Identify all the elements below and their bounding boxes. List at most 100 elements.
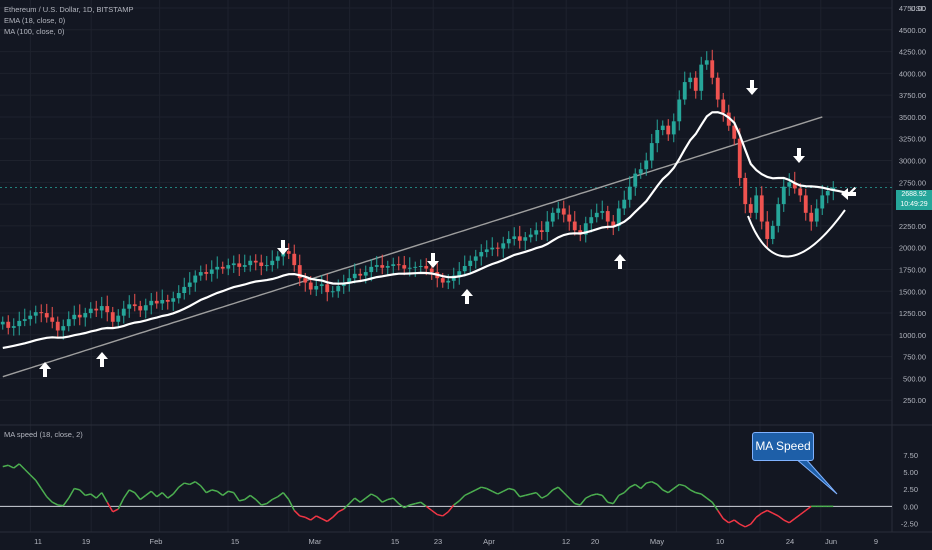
speed-segment — [646, 480, 652, 484]
candle-body — [39, 312, 44, 314]
candle-body — [677, 99, 682, 122]
legend-ma[interactable]: MA (100, close, 0) — [4, 27, 65, 36]
speed-segment — [101, 492, 108, 503]
candle-body — [468, 260, 473, 266]
currency-label[interactable]: USD — [910, 4, 926, 13]
speed-segment — [722, 518, 730, 524]
legend-symbol[interactable]: Ethereum / U.S. Dollar, 1D, BITSTAMP — [4, 5, 134, 14]
speed-segment — [673, 483, 680, 490]
candle-body — [732, 125, 737, 139]
speed-segment — [497, 490, 504, 495]
candle-body — [292, 253, 297, 266]
candle-body — [50, 317, 55, 322]
candle-body — [330, 291, 335, 293]
countdown-timer: 10:49:29 — [900, 201, 928, 208]
speed-segment — [387, 497, 394, 501]
speed-segment — [184, 482, 190, 486]
candle-body — [77, 314, 82, 318]
candle-body — [94, 308, 99, 311]
buy-arrow-icon-shape — [39, 362, 51, 377]
candle-body — [308, 282, 313, 290]
buy-arrow-icon — [39, 362, 51, 377]
candle-body — [710, 60, 715, 78]
price-tick-label: 750.00 — [903, 353, 926, 362]
candle-body — [226, 265, 231, 269]
speed-segment — [343, 503, 350, 510]
price-tick-label: 2000.00 — [899, 244, 926, 253]
time-tick-label: 20 — [591, 537, 599, 546]
speed-segment — [370, 493, 378, 498]
speed-segment — [150, 490, 158, 498]
candle-body — [242, 265, 247, 267]
speed-segment — [123, 489, 130, 499]
candle-body — [187, 282, 192, 287]
candle-body — [72, 314, 77, 320]
speed-segment — [282, 492, 290, 500]
candle-body — [83, 313, 88, 318]
speed-segment — [453, 500, 460, 506]
candle-body — [484, 249, 489, 253]
price-tick-label: 3750.00 — [899, 91, 926, 100]
speed-segment — [205, 489, 213, 494]
candle-body — [528, 234, 533, 238]
sell-arrow-icon — [427, 253, 439, 268]
speed-segment — [95, 492, 103, 499]
sell-arrow-icon — [746, 80, 758, 95]
annotations — [39, 80, 856, 377]
speed-segment — [689, 489, 697, 494]
time-axis[interactable]: 11 19 Feb 15 Mar 15 23 Apr 12 20 May 10 24 Jun 9 — [34, 537, 878, 546]
speed-segment — [359, 497, 367, 503]
candle-body — [286, 251, 291, 254]
candle-body — [600, 211, 605, 213]
candle-body — [561, 208, 566, 215]
candle-body — [391, 264, 396, 266]
speed-tick-label: 7.50 — [903, 451, 918, 460]
candle-body — [248, 260, 253, 266]
ma-100-path — [2, 116, 823, 378]
speed-segment — [51, 501, 59, 506]
candle-body — [165, 299, 170, 302]
candle-body — [264, 265, 269, 267]
speed-segment — [68, 488, 75, 499]
candle-body — [325, 284, 330, 293]
candle-body — [297, 265, 302, 279]
price-tick-label: 4000.00 — [899, 69, 926, 78]
candle-body — [237, 263, 242, 267]
speed-segment — [525, 493, 531, 497]
sell-arrow-icon-shape — [841, 188, 856, 200]
candle-body — [33, 312, 38, 316]
candle-body — [479, 252, 484, 257]
candle-body — [748, 204, 753, 213]
speed-segment — [365, 493, 372, 499]
sell-arrow-icon — [793, 148, 805, 163]
speed-segment — [326, 516, 334, 522]
speed-segment — [211, 489, 218, 493]
candle-body — [303, 278, 308, 283]
speed-segment — [315, 515, 323, 520]
candle-body — [666, 125, 671, 135]
candle-body — [644, 160, 649, 170]
candle-body — [385, 265, 390, 268]
candle-body — [352, 273, 357, 279]
speed-segment — [777, 515, 785, 521]
speed-segment — [486, 487, 493, 492]
speed-segment — [766, 509, 774, 514]
indicator-legend[interactable]: MA speed (18, close, 2) — [4, 430, 83, 439]
candle-body — [726, 112, 731, 126]
speed-segment — [398, 502, 405, 509]
speed-segment — [469, 489, 477, 494]
speed-segment — [491, 490, 499, 495]
sell-arrow-icon-shape — [793, 148, 805, 163]
speed-axis[interactable]: 7.50 5.00 2.50 0.00 -2.50 — [901, 451, 918, 528]
speed-segment — [381, 498, 389, 503]
speed-segment — [90, 493, 97, 499]
speed-segment — [392, 497, 400, 505]
candle-body — [567, 214, 572, 222]
candle-body — [22, 319, 27, 321]
legend-ema[interactable]: EMA (18, close, 0) — [4, 16, 66, 25]
speed-segment — [304, 516, 312, 521]
candle-body — [270, 260, 275, 266]
buy-arrow-icon-shape — [614, 254, 626, 269]
time-tick-label: 12 — [562, 537, 570, 546]
candle-body — [649, 143, 654, 161]
